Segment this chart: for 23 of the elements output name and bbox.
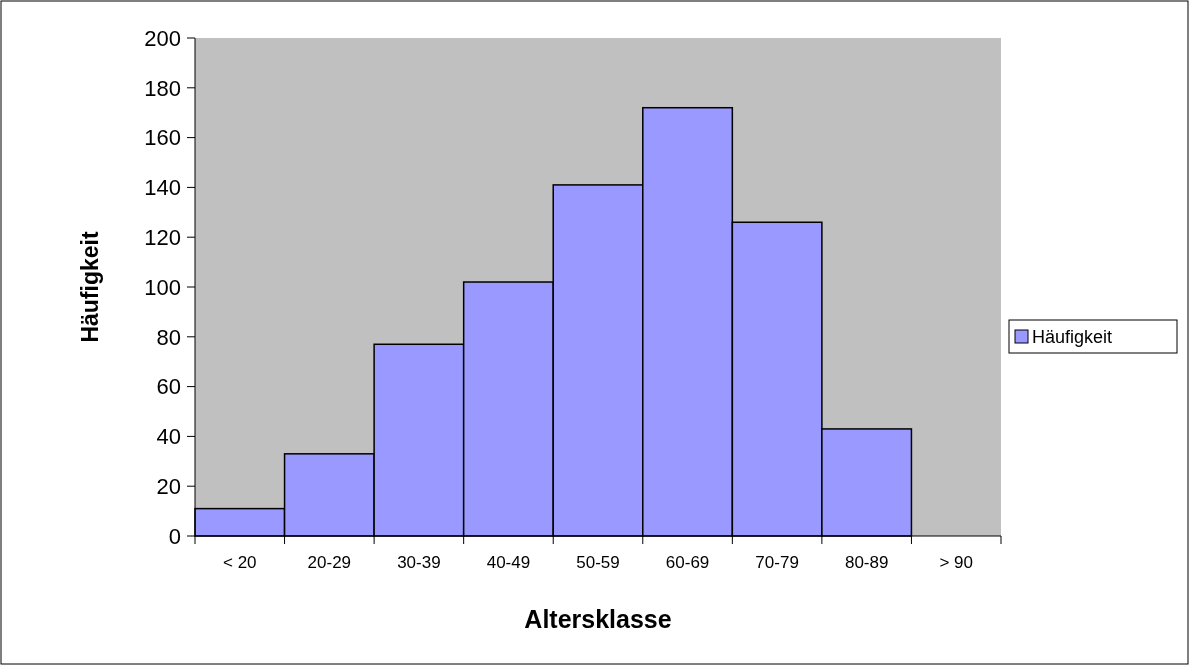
y-tick-label: 180 [144, 75, 181, 101]
x-tick-label: 60-69 [665, 553, 710, 572]
x-tick-label: 30-39 [397, 553, 441, 572]
y-tick-label: 60 [156, 374, 181, 400]
y-tick-label: 140 [144, 175, 181, 201]
y-tick-label: 120 [144, 224, 181, 250]
y-tick-label: 0 [168, 523, 181, 549]
y-axis-title: Häufigkeit [77, 231, 103, 343]
y-tick-label: 200 [144, 25, 181, 51]
y-tick-label: 80 [156, 324, 181, 350]
x-axis-title: Altersklasse [524, 605, 672, 633]
x-tick-label: < 20 [223, 553, 257, 572]
x-tick-label: 20-29 [307, 553, 352, 572]
y-tick-label: 160 [144, 125, 181, 151]
x-tick-label: 40-49 [486, 553, 531, 572]
y-tick-label: 40 [156, 424, 181, 450]
x-tick-label: 70-79 [755, 553, 799, 572]
y-tick-label: 100 [144, 274, 181, 300]
x-tick-label: 50-59 [576, 553, 620, 572]
x-tick-label: > 90 [939, 553, 973, 572]
x-tick-label: 80-89 [844, 553, 889, 572]
legend-label: Häufigkeit [1032, 327, 1113, 348]
y-tick-label: 20 [156, 473, 181, 499]
